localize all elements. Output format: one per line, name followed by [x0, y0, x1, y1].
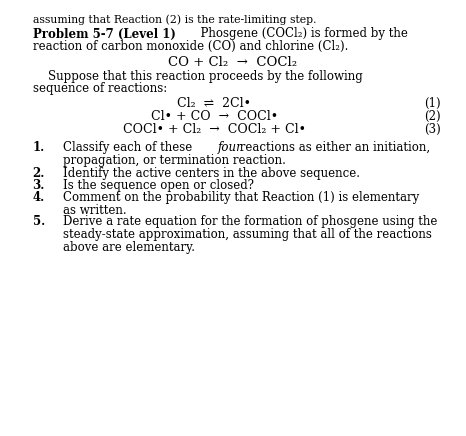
- Text: reaction of carbon monoxide (CO) and chlorine (Cl₂).: reaction of carbon monoxide (CO) and chl…: [33, 40, 348, 53]
- Text: Is the sequence open or closed?: Is the sequence open or closed?: [63, 179, 254, 192]
- Text: (2): (2): [424, 110, 441, 123]
- Text: Identify the active centers in the above sequence.: Identify the active centers in the above…: [63, 167, 360, 180]
- Text: Cl₂  ⇌  2Cl•: Cl₂ ⇌ 2Cl•: [178, 97, 251, 110]
- Text: (3): (3): [424, 123, 441, 136]
- Text: above are elementary.: above are elementary.: [63, 241, 195, 254]
- Text: sequence of reactions:: sequence of reactions:: [33, 82, 167, 95]
- Text: Cl• + CO  →  COCl•: Cl• + CO → COCl•: [151, 110, 278, 123]
- Text: 5.: 5.: [33, 215, 45, 228]
- Text: Problem 5-7 (Level 1): Problem 5-7 (Level 1): [33, 27, 176, 41]
- Text: assuming that Reaction (2) is the rate-limiting step.: assuming that Reaction (2) is the rate-l…: [33, 14, 316, 24]
- Text: steady-state approximation, assuming that all of the reactions: steady-state approximation, assuming tha…: [63, 228, 432, 241]
- Text: Suppose that this reaction proceeds by the following: Suppose that this reaction proceeds by t…: [33, 70, 363, 83]
- Text: (1): (1): [424, 97, 441, 110]
- Text: 1.: 1.: [33, 141, 45, 154]
- Text: 4.: 4.: [33, 191, 45, 204]
- Text: Derive a rate equation for the formation of phosgene using the: Derive a rate equation for the formation…: [63, 215, 437, 228]
- Text: 3.: 3.: [33, 179, 45, 192]
- Text: 2.: 2.: [33, 167, 45, 180]
- Text: COCl• + Cl₂  →  COCl₂ + Cl•: COCl• + Cl₂ → COCl₂ + Cl•: [123, 123, 306, 136]
- Text: four: four: [218, 141, 242, 154]
- Text: Comment on the probability that Reaction (1) is elementary: Comment on the probability that Reaction…: [63, 191, 419, 204]
- Text: Phosgene (COCl₂) is formed by the: Phosgene (COCl₂) is formed by the: [193, 27, 408, 41]
- Text: as written.: as written.: [63, 204, 127, 217]
- Text: propagation, or termination reaction.: propagation, or termination reaction.: [63, 154, 286, 167]
- Text: Classify each of these: Classify each of these: [63, 141, 196, 154]
- Text: CO + Cl₂  →  COCl₂: CO + Cl₂ → COCl₂: [168, 56, 298, 69]
- Text: reactions as either an initiation,: reactions as either an initiation,: [236, 141, 431, 154]
